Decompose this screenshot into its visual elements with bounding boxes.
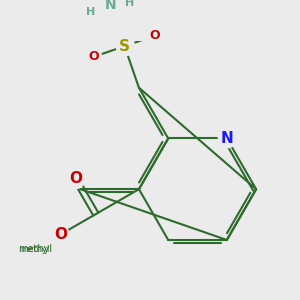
Text: O: O	[69, 171, 82, 186]
Text: H: H	[125, 0, 134, 8]
Text: O: O	[150, 29, 160, 42]
Text: O: O	[54, 227, 67, 242]
Text: S: S	[119, 39, 130, 54]
Text: methyl: methyl	[18, 244, 52, 254]
Text: H: H	[86, 7, 96, 17]
Text: N: N	[104, 0, 116, 12]
Text: N: N	[220, 131, 233, 146]
Text: methyl: methyl	[20, 245, 50, 254]
Text: O: O	[89, 50, 99, 63]
